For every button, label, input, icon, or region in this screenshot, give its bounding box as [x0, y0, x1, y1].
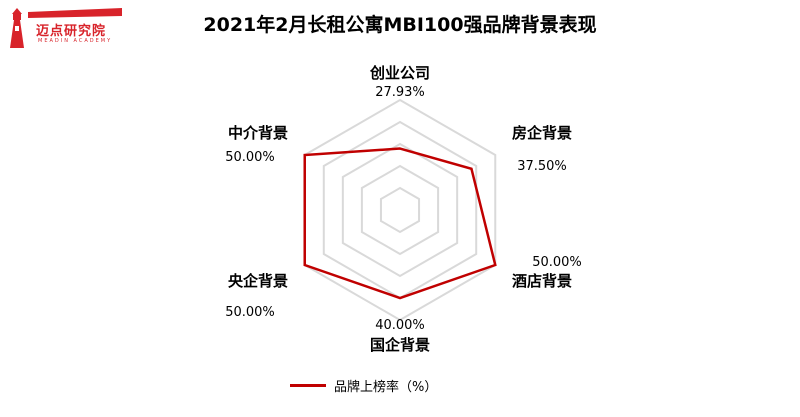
- chart-legend: 品牌上榜率（%）: [290, 376, 438, 395]
- data-label: 37.50%: [517, 159, 567, 174]
- brand-logo: 迈点研究院 MEADIN ACADEMY: [6, 6, 126, 50]
- category-label: 央企背景: [228, 272, 288, 290]
- grid-ring: [360, 164, 440, 256]
- data-label: 27.93%: [375, 85, 425, 100]
- legend-line-swatch: [290, 383, 326, 387]
- series-line: [303, 147, 497, 300]
- legend-series-name: 品牌上榜率（%）: [334, 379, 438, 395]
- chart-title: 2021年2月长租公寓MBI100强品牌背景表现: [203, 14, 597, 36]
- category-label: 国企背景: [370, 336, 430, 354]
- data-label: 50.00%: [532, 255, 582, 270]
- category-label: 房企背景: [512, 124, 572, 142]
- data-label: 50.00%: [225, 305, 275, 320]
- category-label: 创业公司: [369, 64, 430, 82]
- grid-ring: [303, 98, 497, 322]
- lighthouse-logo-icon: [10, 8, 122, 48]
- logo-subtext: MEADIN ACADEMY: [38, 38, 113, 44]
- logo-text: 迈点研究院: [36, 24, 107, 39]
- grid-ring: [379, 186, 421, 234]
- grid-ring: [341, 142, 459, 278]
- category-label: 中介背景: [228, 124, 288, 142]
- data-label: 40.00%: [375, 318, 425, 333]
- category-label: 酒店背景: [512, 272, 572, 290]
- data-label: 50.00%: [225, 150, 275, 165]
